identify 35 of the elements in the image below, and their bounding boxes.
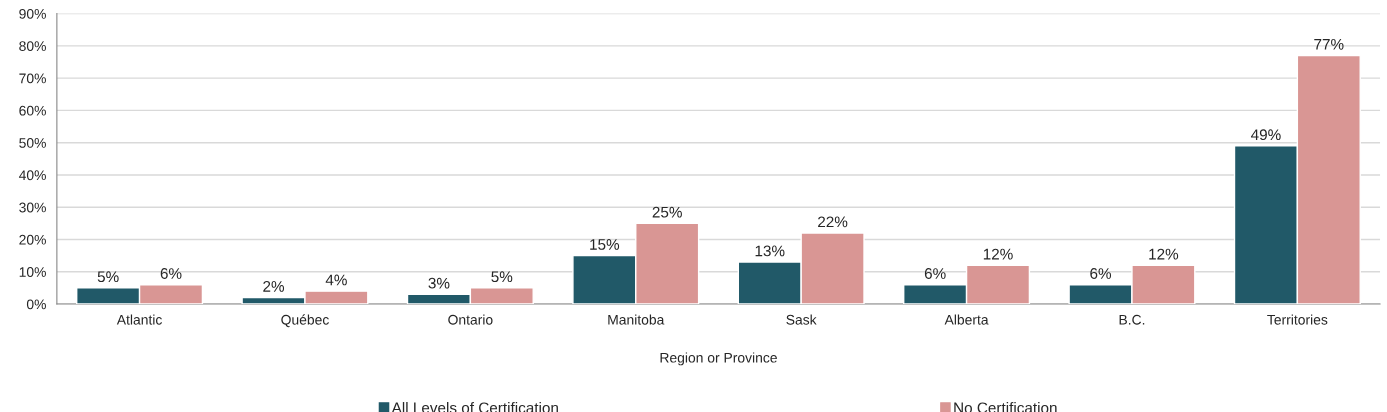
- data-label: 49%: [1251, 129, 1281, 141]
- x-tick-label: Québec: [281, 314, 329, 328]
- x-tick-label: Ontario: [448, 314, 493, 325]
- data-label: 6%: [160, 268, 182, 279]
- y-tick-label: 60%: [19, 105, 46, 116]
- x-tick-label: Manitoba: [608, 314, 665, 325]
- data-label: 3%: [428, 277, 450, 289]
- y-tick-label: 10%: [19, 267, 46, 277]
- y-tick-label: 90%: [19, 8, 46, 19]
- x-tick-label: Atlantic: [116, 314, 162, 325]
- y-tick-label: 30%: [19, 202, 46, 213]
- data-label: 4%: [325, 274, 347, 286]
- x-tick-label: B.C.: [1119, 314, 1145, 325]
- data-label: 6%: [924, 268, 946, 279]
- y-tick-label: 80%: [19, 41, 46, 52]
- x-tick-label: Sask: [786, 314, 817, 325]
- data-label: 6%: [1090, 268, 1112, 279]
- data-label: 25%: [652, 206, 682, 218]
- data-label: 2%: [263, 280, 285, 292]
- y-tick-label: 0%: [26, 299, 46, 310]
- x-tick-label: Territories: [1267, 314, 1328, 325]
- y-tick-label: 40%: [18, 170, 46, 181]
- x-axis-title: Region or Province: [660, 352, 777, 366]
- data-label: 22%: [818, 216, 848, 228]
- data-label: 12%: [983, 248, 1013, 260]
- data-label: 5%: [491, 271, 513, 283]
- data-label: 12%: [1149, 248, 1179, 260]
- data-label: 77%: [1314, 39, 1344, 50]
- y-tick-label: 20%: [19, 234, 46, 245]
- data-label: 13%: [755, 245, 785, 257]
- data-label: 15%: [590, 239, 620, 250]
- x-tick-label: Alberta: [944, 314, 989, 325]
- y-tick-label: 50%: [19, 138, 46, 148]
- data-label: 5%: [97, 271, 119, 283]
- y-tick-label: 70%: [19, 73, 46, 84]
